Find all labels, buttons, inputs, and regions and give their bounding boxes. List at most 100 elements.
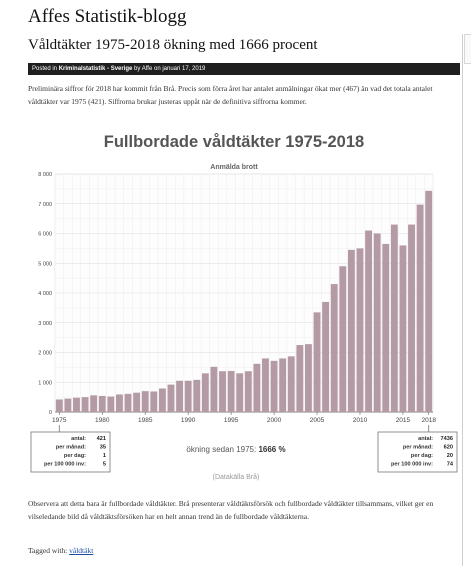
stat-value: 7436 — [441, 436, 453, 442]
stat-label: per månad: — [403, 444, 433, 451]
post-meta-bar: Posted in Kriminalstatistik - Sverige by… — [28, 63, 460, 75]
increase-value: 1666 % — [258, 445, 285, 454]
bar-2005 — [313, 312, 321, 412]
bar-1977 — [73, 397, 80, 412]
y-tick-label: 0 — [49, 410, 52, 416]
bar-2009 — [347, 249, 355, 412]
sidebar-divider — [462, 34, 463, 566]
stat-label: antal: — [418, 436, 433, 442]
bar-1975 — [55, 399, 63, 412]
meta-author-link[interactable]: Affe — [141, 66, 153, 72]
post-conclusion: Observera att detta bara är fullbordade … — [28, 499, 434, 521]
x-axis-ticks: 1975 1980 1985 1990 1995 2000 2005 2010 2015 2018 — [52, 412, 436, 424]
post-tags: Tagged with: våldtäkt — [28, 546, 93, 555]
stat-label: per dag: — [64, 453, 86, 459]
y-axis-ticks: 0 1 000 2 000 3 000 4 000 5 000 6 000 7 000 8 00… — [38, 172, 52, 416]
stat-label: antal: — [71, 436, 86, 442]
bar-2018 — [425, 190, 433, 412]
bar-2006 — [322, 301, 330, 412]
y-tick-label: 5 000 — [38, 261, 52, 267]
bar-1978 — [81, 397, 89, 412]
stat-value: 20 — [447, 453, 453, 459]
bar-chart: Fullbordade våldtäkter 1975-2018 Anmälda… — [30, 133, 458, 481]
bar-1983 — [124, 393, 132, 412]
y-tick-label: 2 000 — [38, 351, 52, 357]
bar-2003 — [296, 345, 304, 412]
bar-1976 — [64, 398, 72, 412]
stat-leader-lines — [58, 425, 430, 432]
bar-2002 — [287, 356, 295, 412]
bar-1998 — [253, 363, 261, 412]
tag-link[interactable]: våldtäkt — [69, 546, 94, 555]
meta-date: januari 17, 2019 — [162, 66, 206, 72]
stat-label: per dag: — [411, 453, 433, 459]
bar-1981 — [107, 396, 115, 412]
stat-label: per månad: — [56, 444, 86, 451]
chart-subtitle: Anmälda brott — [210, 164, 258, 171]
x-tick-label: 1975 — [52, 417, 67, 424]
bar-1992 — [201, 373, 209, 412]
bar-1994 — [219, 371, 226, 412]
meta-category-link[interactable]: Kriminalstatistik - Sverige — [58, 66, 133, 72]
bar-1988 — [167, 384, 175, 412]
bar-1991 — [193, 379, 201, 412]
x-tick-label: 2010 — [353, 417, 368, 424]
stat-value: 620 — [444, 445, 453, 451]
x-tick-label: 2005 — [310, 417, 325, 424]
x-tick-label: 2000 — [267, 417, 282, 424]
x-tick-label: 1985 — [138, 417, 153, 424]
bar-2011 — [365, 230, 373, 412]
meta-by: by — [132, 66, 142, 72]
bar-2001 — [279, 358, 287, 412]
bar-2016 — [408, 224, 415, 412]
start-stats-box — [30, 431, 111, 473]
bar-1979 — [90, 395, 98, 412]
stat-value: 1 — [103, 453, 106, 459]
blog-title[interactable]: Affes Statistik-blogg — [28, 6, 187, 27]
end-stats: antal: 7436 per månad: 620 per dag: 20 per 100… — [391, 436, 454, 468]
bar-2013 — [382, 243, 390, 412]
bar-1997 — [244, 371, 252, 412]
bar-1984 — [133, 392, 141, 412]
post-intro: Preliminära siffror för 2018 har kommit … — [28, 84, 433, 106]
bar-1987 — [158, 388, 166, 412]
y-tick-label: 1 000 — [38, 380, 52, 386]
bar-2007 — [330, 284, 338, 412]
bar-2010 — [356, 248, 364, 412]
bar-2014 — [390, 224, 398, 412]
bar-2017 — [416, 204, 424, 412]
y-tick-label: 4 000 — [38, 291, 52, 297]
x-tick-label: 1995 — [224, 417, 239, 424]
y-tick-label: 3 000 — [38, 321, 52, 327]
increase-text: ökning sedan 1975: 1666 % — [186, 445, 285, 454]
bar-2000 — [270, 360, 278, 412]
bar-2012 — [373, 233, 381, 412]
meta-prefix: Posted in — [32, 66, 59, 72]
post-title[interactable]: Våldtäkter 1975-2018 ökning med 1666 pro… — [28, 37, 318, 53]
x-tick-label: 2015 — [396, 417, 411, 424]
meta-on: on — [152, 66, 163, 72]
stat-value: 5 — [103, 462, 106, 468]
y-tick-label: 7 000 — [38, 202, 52, 208]
bar-1996 — [236, 373, 244, 412]
bar-2008 — [339, 266, 347, 412]
chart-image: Fullbordade våldtäkter 1975-2018 Anmälda… — [28, 126, 460, 486]
x-tick-label: 1990 — [181, 417, 196, 424]
tagged-label: Tagged with: — [28, 546, 70, 555]
bar-1995 — [227, 370, 235, 412]
y-tick-label: 8 000 — [38, 172, 52, 178]
sidebar-widget-edge — [464, 34, 471, 64]
bar-2015 — [399, 245, 407, 412]
bar-1989 — [176, 380, 184, 412]
data-source: (Datakälla Brå) — [213, 473, 260, 481]
bar-1982 — [115, 394, 123, 412]
bar-1990 — [184, 380, 192, 412]
start-stats: antal: 421 per månad: 35 per dag: 1 per 100 00… — [44, 436, 106, 468]
increase-prefix: ökning sedan 1975: — [186, 445, 258, 454]
y-tick-label: 6 000 — [38, 232, 52, 238]
bar-1986 — [150, 391, 158, 412]
bar-1999 — [262, 358, 269, 412]
end-stats-box — [377, 431, 458, 473]
stat-value: 74 — [447, 462, 454, 468]
stat-label: per 100 000 inv: — [44, 462, 86, 468]
